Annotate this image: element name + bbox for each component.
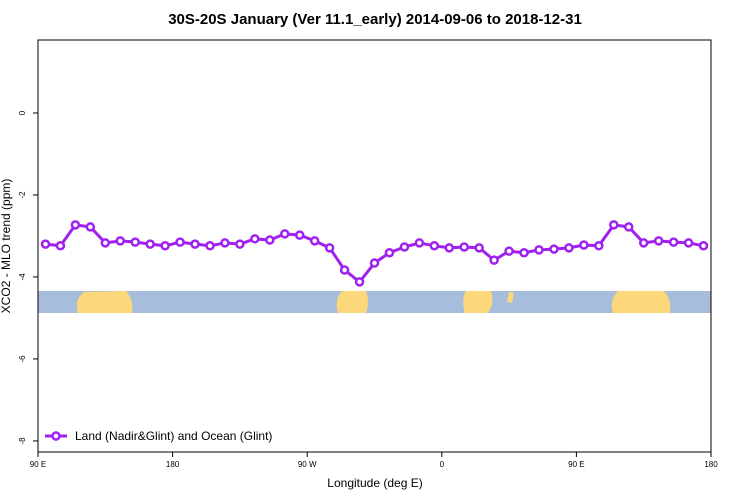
data-point [145, 239, 155, 249]
data-point [265, 235, 275, 245]
data-point [504, 246, 514, 256]
y-tick-label: -8 [18, 437, 27, 445]
x-tick-label: 90 W [298, 460, 317, 469]
x-tick-label: 90 E [30, 460, 46, 469]
legend-marker [51, 431, 61, 441]
data-point [683, 238, 694, 248]
data-point [220, 238, 230, 248]
data-point [698, 241, 709, 251]
data-point [70, 220, 81, 230]
data-point [474, 243, 484, 253]
data-point [309, 236, 320, 246]
data-point [324, 243, 335, 253]
data-point [429, 241, 440, 251]
x-axis-label: Longitude (deg E) [327, 476, 422, 490]
plot-frame [37, 39, 712, 453]
data-point [280, 229, 290, 239]
data-point [653, 236, 664, 246]
land-ocean-strip [38, 291, 711, 313]
data-point [459, 242, 469, 252]
data-point [294, 230, 305, 240]
data-point [609, 220, 619, 230]
x-tick-label: 180 [166, 460, 180, 469]
x-tick-label: 0 [440, 460, 445, 469]
data-point [85, 222, 96, 232]
data-point [519, 248, 529, 258]
data-point [549, 244, 559, 254]
data-point [579, 240, 589, 250]
data-point [160, 241, 170, 251]
series-line [45, 223, 704, 284]
data-point [55, 241, 66, 251]
data-point [40, 239, 51, 249]
y-tick-label: 0 [18, 110, 27, 115]
data-point [369, 258, 380, 268]
data-point [638, 238, 649, 248]
x-tick-label: 90 E [568, 460, 584, 469]
legend-label: Land (Nadir&Glint) and Ocean (Glint) [75, 429, 272, 443]
data-point [130, 237, 140, 247]
data-point [100, 238, 111, 248]
data-point [175, 237, 185, 247]
data-point [444, 243, 455, 253]
data-point [414, 238, 425, 248]
data-point [623, 222, 634, 232]
y-tick-label: -4 [18, 273, 27, 281]
data-point [668, 237, 679, 247]
data-point [190, 239, 200, 249]
chart-title: 30S-20S January (Ver 11.1_early) 2014-09… [168, 11, 582, 28]
y-axis-label: XCO2 - MLO trend (ppm) [0, 179, 13, 314]
data-point [115, 236, 126, 246]
data-point [399, 242, 410, 252]
x-tick-label: 180 [704, 460, 718, 469]
data-point [564, 243, 574, 253]
data-point [354, 277, 365, 287]
data-point [384, 248, 395, 258]
data-point [594, 241, 604, 251]
data-point [205, 241, 215, 251]
data-point [489, 255, 499, 265]
data-point [339, 265, 350, 275]
data-point [534, 245, 544, 255]
y-tick-label: -6 [18, 355, 27, 363]
data-point [250, 234, 260, 244]
y-tick-label: -2 [18, 191, 27, 199]
data-point [235, 239, 245, 249]
